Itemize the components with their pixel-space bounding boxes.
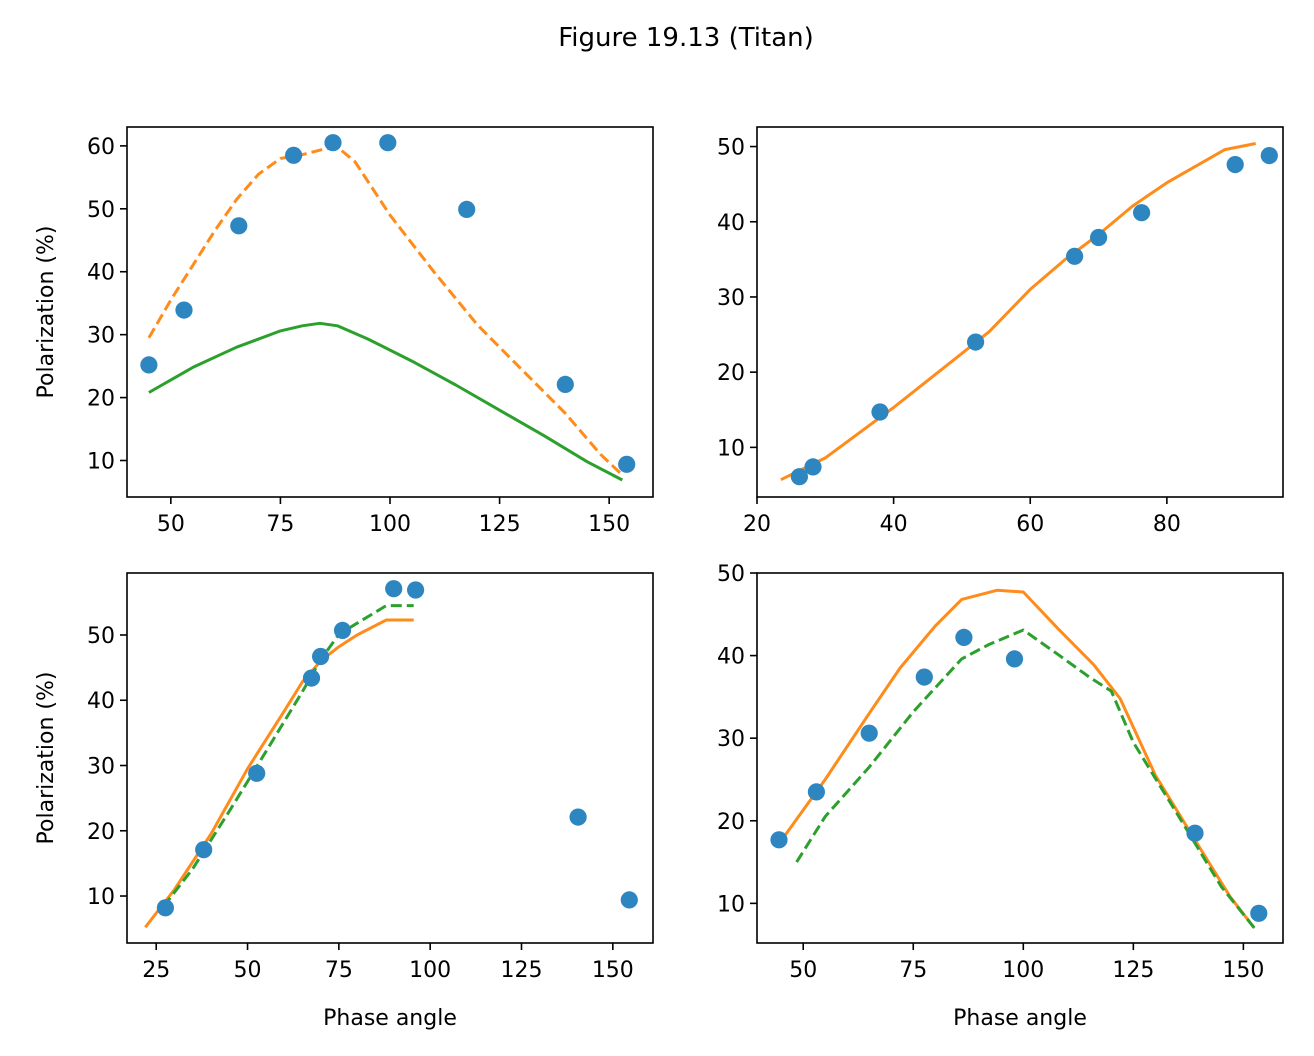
y-tick-label: 40 <box>87 689 115 714</box>
data-point <box>620 891 638 909</box>
x-tick-label: 20 <box>743 512 771 537</box>
y-tick-label: 50 <box>717 136 745 161</box>
data-point <box>569 808 587 826</box>
data-point <box>790 468 809 486</box>
subplot-bottom-left: 25 50 75 100 125 150 10 20 30 40 50 Phase angle Pola… <box>34 572 654 1031</box>
data-point <box>407 581 425 599</box>
series-line-solid-2 <box>148 321 623 482</box>
data-point <box>285 146 303 164</box>
data-point <box>324 134 342 152</box>
data-point <box>312 647 330 666</box>
y-axis-label: Polarization (%) <box>34 226 59 399</box>
data-point <box>175 301 193 319</box>
y-tick-label: 50 <box>87 624 115 649</box>
data-point <box>915 668 933 686</box>
x-tick-label: 150 <box>588 512 630 537</box>
axes-frame <box>126 126 654 498</box>
y-tick-label: 30 <box>87 324 115 349</box>
y-tick-label: 10 <box>717 436 745 461</box>
axes-frame <box>756 126 1284 498</box>
y-tick-label: 20 <box>87 387 115 412</box>
data-point <box>333 621 352 640</box>
y-tick-label: 50 <box>717 562 745 587</box>
data-point <box>770 831 788 849</box>
y-tick-label: 10 <box>87 450 115 475</box>
y-tick-label: 10 <box>87 885 115 910</box>
subplot-top-right: 20 40 60 80 10 20 30 40 50 <box>717 126 1284 537</box>
series-line-solid-1 <box>144 618 414 929</box>
data-point <box>140 356 158 374</box>
x-tick-label: 40 <box>880 512 908 537</box>
data-point <box>860 724 878 742</box>
data-point <box>871 403 889 421</box>
x-tick-label: 125 <box>479 512 521 537</box>
data-point <box>458 200 476 218</box>
data-point <box>302 669 321 687</box>
x-tick-label: 75 <box>325 958 353 983</box>
y-tick-label: 50 <box>87 198 115 223</box>
data-point <box>804 458 822 476</box>
x-tick-label: 25 <box>142 958 170 983</box>
x-tick-label: 75 <box>266 512 294 537</box>
axes-frame <box>126 572 654 944</box>
x-tick-label: 60 <box>1016 512 1044 537</box>
y-tick-label: 40 <box>87 261 115 286</box>
y-tick-label: 40 <box>717 211 745 236</box>
x-tick-label: 50 <box>157 512 185 537</box>
series-line-solid-1 <box>779 588 1256 930</box>
data-point <box>967 333 985 351</box>
y-tick-label: 10 <box>717 892 745 917</box>
x-axis-label: Phase angle <box>953 1006 1087 1031</box>
x-tick-label: 100 <box>409 958 451 983</box>
data-point <box>1260 147 1278 165</box>
data-point <box>1250 904 1268 922</box>
y-tick-label: 20 <box>87 820 115 845</box>
x-tick-label: 75 <box>899 958 927 983</box>
y-tick-label: 30 <box>87 755 115 780</box>
x-tick-label: 100 <box>369 512 411 537</box>
x-axis-label: Phase angle <box>323 1006 457 1031</box>
y-tick-label: 60 <box>87 135 115 160</box>
series-line-dashed-2 <box>162 604 414 908</box>
y-axis-label: Polarization (%) <box>34 672 59 845</box>
subplot-top-left: 50 75 100 125 150 10 20 30 40 50 60 Polarization (%… <box>34 126 654 537</box>
data-point <box>1066 247 1084 265</box>
data-point <box>1133 204 1151 222</box>
x-tick-label: 50 <box>789 958 817 983</box>
y-tick-label: 20 <box>717 361 745 386</box>
data-point <box>156 899 174 917</box>
data-point <box>955 628 973 647</box>
data-point <box>1186 824 1204 842</box>
data-point <box>1090 228 1108 247</box>
x-tick-label: 50 <box>234 958 262 983</box>
data-point <box>1226 156 1244 174</box>
x-tick-label: 150 <box>1222 958 1264 983</box>
axes-frame <box>756 572 1284 944</box>
series-line-dashed-1 <box>147 145 624 477</box>
series-line-dashed-2 <box>795 628 1256 930</box>
y-tick-label: 30 <box>717 286 745 311</box>
x-tick-label: 100 <box>1002 958 1044 983</box>
data-point <box>385 580 403 598</box>
data-point <box>379 134 397 152</box>
y-tick-label: 20 <box>717 810 745 835</box>
data-point <box>248 764 266 782</box>
y-tick-label: 30 <box>717 727 745 752</box>
data-point <box>618 455 636 473</box>
x-tick-label: 150 <box>592 958 634 983</box>
x-tick-label: 125 <box>1112 958 1154 983</box>
data-point <box>195 841 213 859</box>
subplot-bottom-right: 50 75 100 125 150 10 20 30 40 50 Phase angle <box>717 562 1284 1031</box>
x-tick-label: 125 <box>501 958 543 983</box>
data-point <box>1005 650 1024 668</box>
figure-title: Figure 19.13 (Titan) <box>558 23 814 53</box>
x-tick-label: 80 <box>1153 512 1181 537</box>
data-point <box>807 783 826 801</box>
data-point <box>230 217 248 235</box>
y-tick-label: 40 <box>717 645 745 670</box>
series-line-solid-1 <box>780 142 1256 482</box>
data-point <box>556 375 574 393</box>
